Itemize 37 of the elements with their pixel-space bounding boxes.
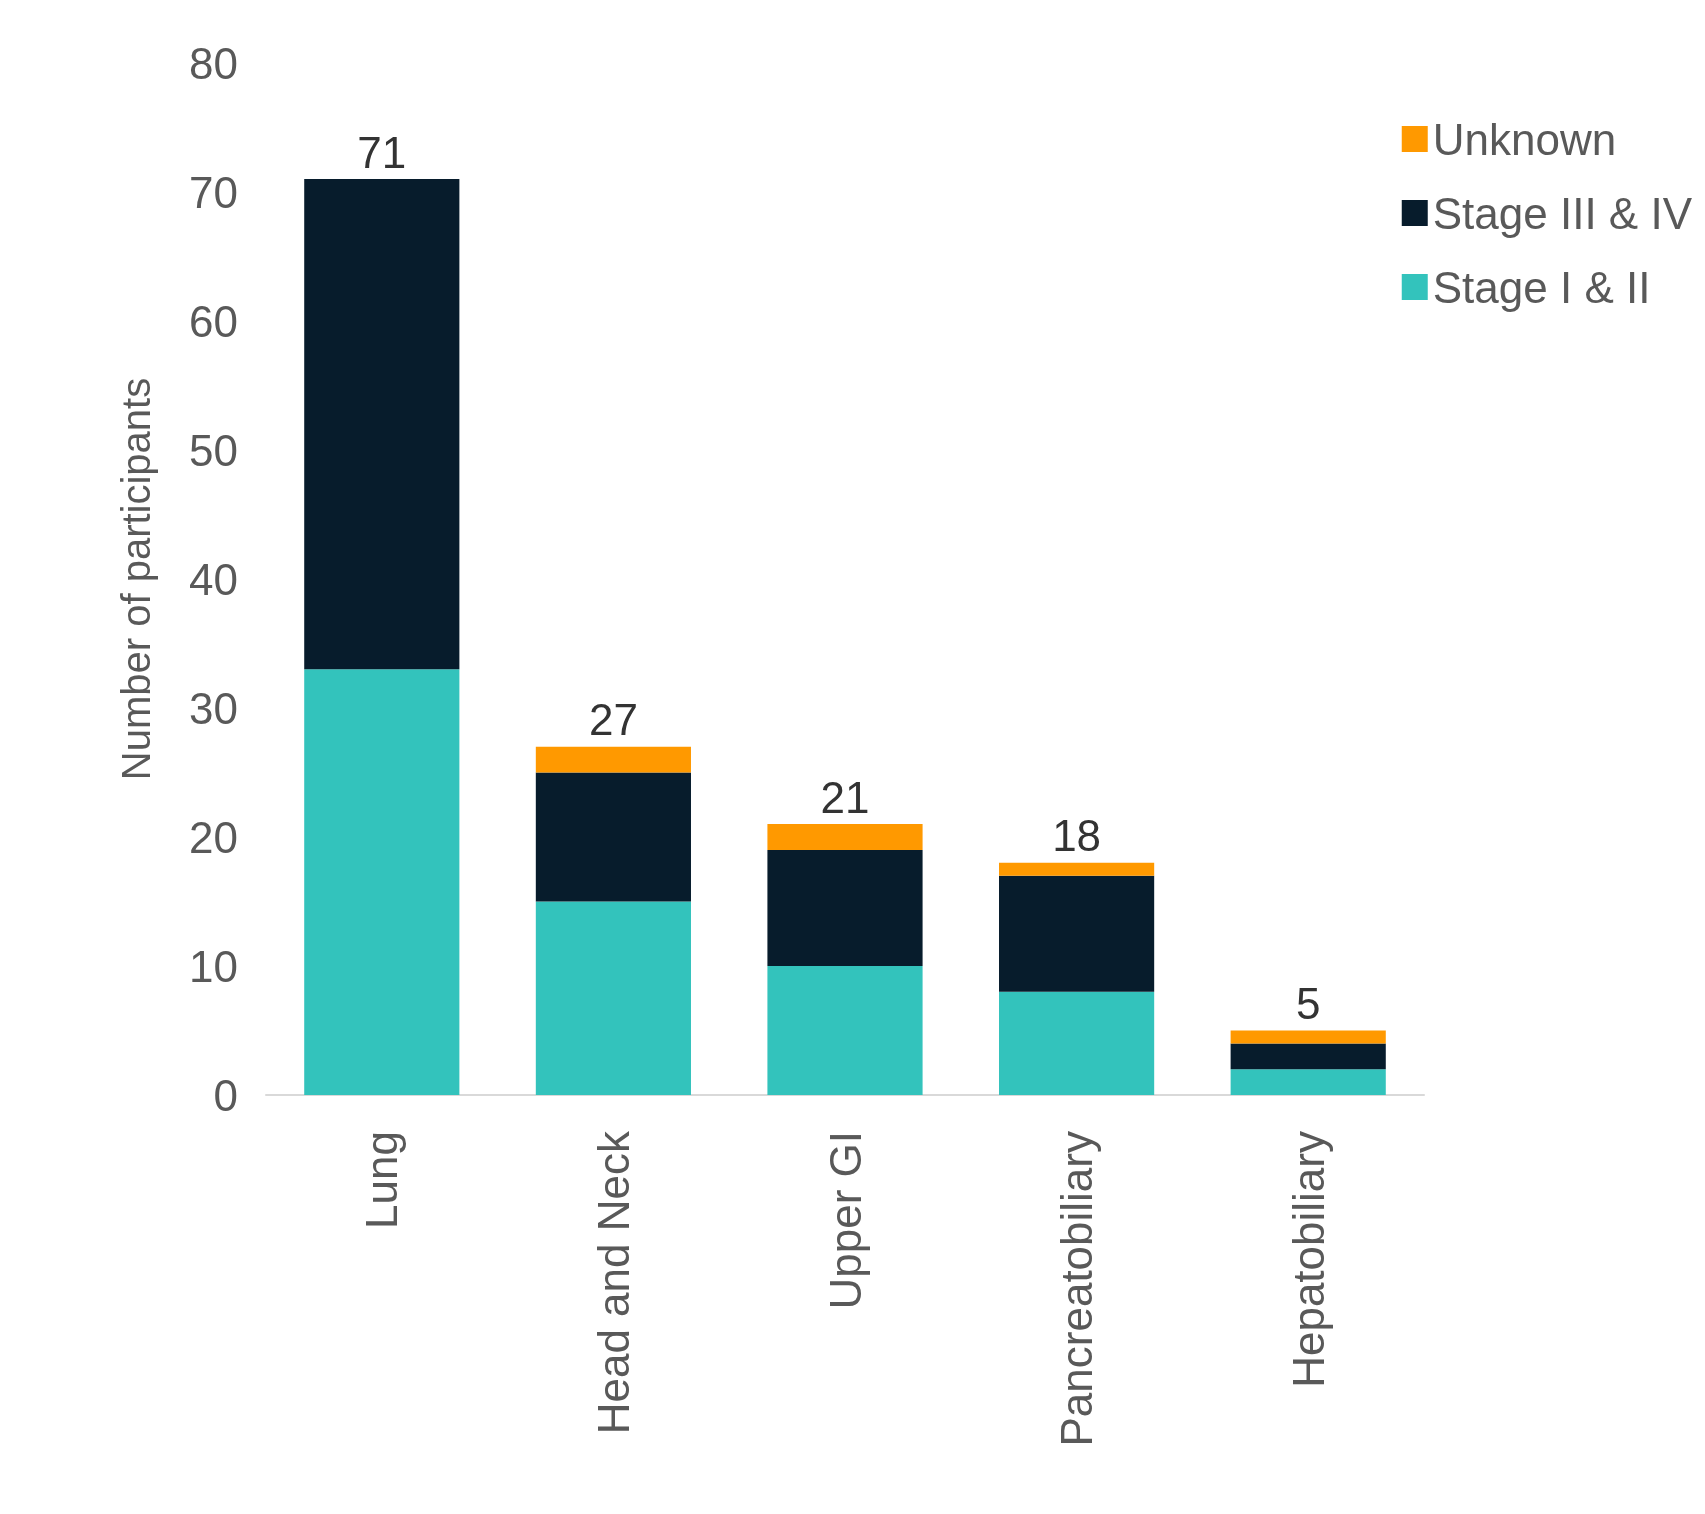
total-label: 21 bbox=[820, 772, 870, 822]
y-tick-label: 0 bbox=[213, 1070, 238, 1120]
total-label: 71 bbox=[357, 127, 407, 177]
legend-label: Unknown bbox=[1432, 114, 1617, 164]
bar bbox=[535, 746, 691, 773]
total-label: 5 bbox=[1295, 979, 1321, 1028]
bar bbox=[1230, 1030, 1386, 1044]
bar bbox=[767, 849, 923, 966]
y-tick-label: 60 bbox=[189, 296, 238, 346]
y-axis-title: Number of participants bbox=[114, 377, 158, 781]
y-tick-label: 50 bbox=[189, 425, 238, 475]
bar bbox=[535, 901, 691, 1095]
y-tick-label: 70 bbox=[189, 167, 238, 217]
x-tick-label: Pancreatobiliary bbox=[1052, 1131, 1102, 1447]
x-tick-label: Head and Neck bbox=[588, 1130, 638, 1435]
total-label: 18 bbox=[1052, 811, 1102, 861]
bar bbox=[535, 772, 691, 902]
bar bbox=[767, 824, 923, 850]
bar bbox=[767, 966, 923, 1095]
x-tick-label: Hepatobiliary bbox=[1283, 1131, 1333, 1388]
y-tick-label: 40 bbox=[189, 554, 238, 604]
legend-label: Stage III & IV bbox=[1432, 188, 1693, 238]
legend-label: Stage I & II bbox=[1432, 262, 1651, 312]
x-tick-label: Lung bbox=[357, 1131, 407, 1229]
bar bbox=[304, 669, 460, 1095]
y-tick-label: 20 bbox=[189, 812, 238, 862]
bar bbox=[999, 991, 1155, 1095]
bar bbox=[999, 875, 1155, 992]
y-tick-label: 10 bbox=[189, 941, 238, 991]
total-label: 27 bbox=[588, 695, 638, 745]
y-tick-label: 30 bbox=[189, 683, 238, 733]
bar bbox=[304, 179, 460, 670]
bar bbox=[1230, 1069, 1386, 1095]
x-tick-label: Upper GI bbox=[820, 1131, 870, 1310]
bar bbox=[1230, 1043, 1386, 1070]
bar bbox=[999, 862, 1155, 876]
y-tick-label: 80 bbox=[189, 38, 238, 88]
